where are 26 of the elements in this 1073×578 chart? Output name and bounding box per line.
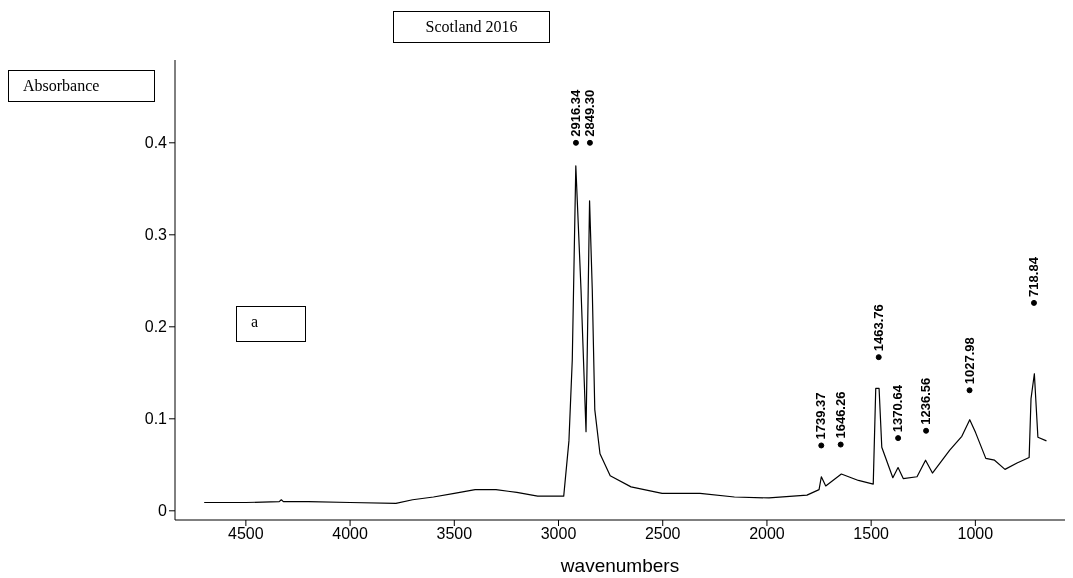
x-tick-label: 3000 bbox=[540, 525, 577, 543]
annotation: a bbox=[236, 306, 306, 342]
y-tick-label: 0.2 bbox=[144, 318, 168, 336]
y-axis-title: Absorbance bbox=[8, 70, 155, 102]
y-tick-label: 0.3 bbox=[144, 226, 168, 244]
x-tick-label: 2500 bbox=[644, 525, 681, 543]
annotation: 1739.37 bbox=[813, 392, 829, 440]
annotation: 2916.34 bbox=[567, 89, 583, 137]
x-axis-title: wavenumbers bbox=[559, 555, 680, 576]
annotation: 718.84 bbox=[1025, 256, 1041, 297]
y-tick-label: 0.4 bbox=[144, 134, 168, 152]
annotation: 1027.98 bbox=[961, 337, 977, 385]
chart-title: Scotland 2016 bbox=[393, 11, 550, 43]
x-tick-label: 3500 bbox=[436, 525, 473, 543]
y-tick-label: 0.1 bbox=[144, 410, 168, 428]
x-tick-label: 1500 bbox=[853, 525, 890, 543]
annotation: 1236.56 bbox=[918, 377, 934, 425]
annotation: 1646.26 bbox=[832, 391, 848, 439]
x-tick-label: 2000 bbox=[749, 525, 785, 543]
y-tick-label: 0 bbox=[158, 502, 168, 520]
x-tick-label: 4000 bbox=[332, 525, 368, 543]
x-tick-label: 4500 bbox=[228, 525, 264, 543]
annotation: 1463.76 bbox=[870, 304, 886, 352]
annotation: 1370.64 bbox=[890, 384, 906, 433]
x-tick-label: 1000 bbox=[957, 525, 994, 543]
annotation: 2849.30 bbox=[581, 89, 597, 137]
